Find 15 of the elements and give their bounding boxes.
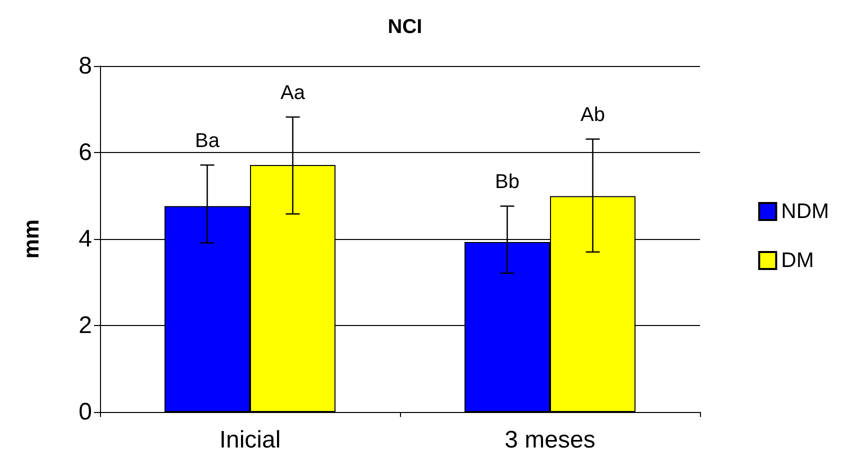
annotation: Ba [195,130,220,152]
legend-label: NDM [781,200,830,223]
annotation: Aa [280,82,306,104]
x-tick-label: Inicial [219,426,281,454]
y-axis-title: mm [18,219,44,259]
chart-title: NCI [388,16,422,38]
legend-label: DM [781,249,814,272]
y-tick-label: 6 [78,139,92,166]
x-tick-label: 3 meses [504,426,596,454]
y-tick-label: 8 [78,52,92,80]
y-tick-label: 0 [78,398,92,426]
annotation: Ab [580,104,605,126]
annotation: Bb [495,171,520,194]
y-tick-label: 4 [78,226,92,252]
y-tick-label: 2 [78,312,92,339]
